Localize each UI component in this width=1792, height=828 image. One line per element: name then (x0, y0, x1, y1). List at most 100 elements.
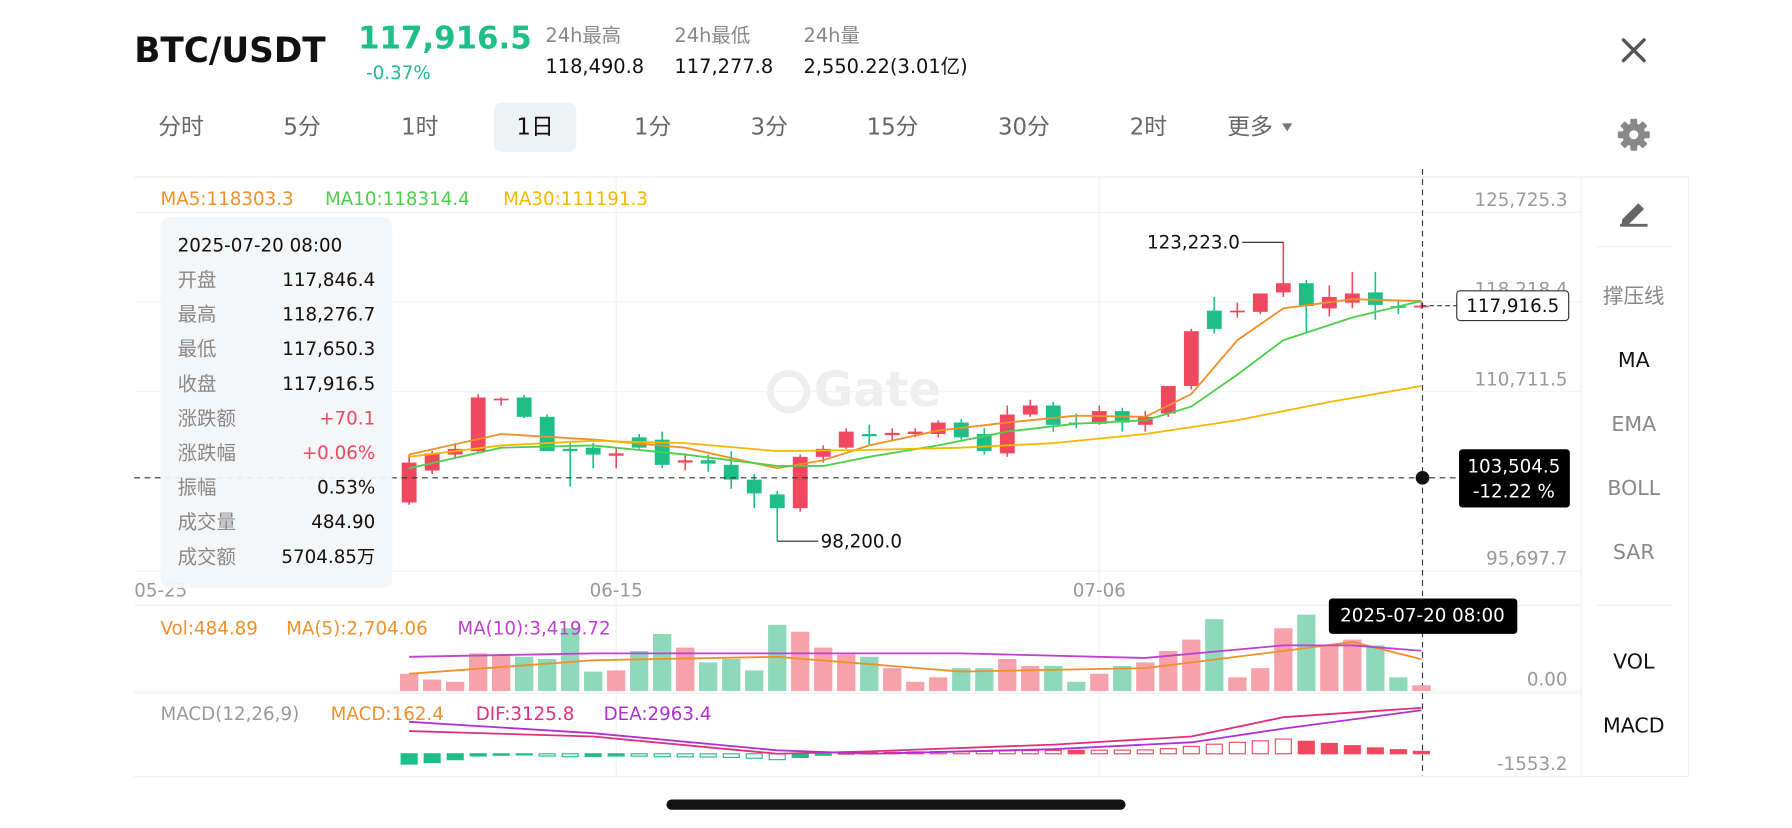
y-tick-label: 110,711.5 (1475, 369, 1568, 390)
legend-entry: MA30:111191.3 (503, 189, 648, 210)
macd-bar (699, 753, 717, 758)
stat-label: 24h最高 (545, 24, 621, 47)
macd-bar (1343, 745, 1361, 755)
volume-bar (1366, 645, 1385, 691)
indicator-toggle[interactable]: VOL (1613, 649, 1655, 673)
candle-body (792, 456, 808, 509)
candle-body (1022, 405, 1038, 415)
tab[interactable]: 1时 (401, 114, 438, 140)
tooltip-value: 0.53% (317, 478, 375, 499)
candle-body (401, 462, 417, 503)
volume-bar (653, 633, 672, 691)
candle-body (424, 453, 440, 471)
indicator-title: MACD(12,26,9) (161, 704, 300, 725)
candle-body (1298, 283, 1314, 307)
candle-body (1091, 411, 1107, 424)
volume-bar (446, 681, 465, 691)
tab[interactable]: 30分 (998, 114, 1050, 140)
indicator-toggle[interactable]: SAR (1613, 540, 1655, 564)
volume-bar (1067, 681, 1086, 691)
candle-body (746, 479, 762, 494)
crosshair-date-box (1328, 598, 1518, 634)
settings-button[interactable] (1617, 118, 1650, 151)
x-tick-label: 06-15 (590, 581, 643, 602)
tab[interactable]: 2时 (1130, 114, 1167, 140)
volume-bar (1343, 639, 1362, 691)
tab[interactable]: 1日 (516, 114, 553, 140)
macd-bar (1159, 748, 1177, 755)
volume-bar (929, 677, 948, 691)
volume-bar (538, 658, 557, 691)
macd-bar (1205, 743, 1223, 755)
indicator-toggle[interactable]: MACD (1603, 713, 1665, 737)
close-button[interactable] (1621, 38, 1646, 63)
last-price-label: 117,916.5 (1466, 296, 1559, 317)
tab[interactable]: 3分 (751, 114, 788, 140)
tooltip-value: 117,650.3 (282, 339, 375, 360)
ma-line (408, 298, 1422, 470)
macd-bar (1228, 741, 1246, 755)
watermark: Gate (814, 362, 941, 418)
indicator-toggle[interactable]: EMA (1611, 412, 1656, 436)
macd-bar (1067, 749, 1085, 755)
candle-body (470, 397, 486, 452)
y-tick-label: 125,725.3 (1475, 190, 1568, 211)
macd-bar (745, 753, 763, 759)
macd-bar (1113, 749, 1131, 755)
candle-body (1160, 386, 1176, 414)
macd-bar (1389, 749, 1407, 755)
candle-body (1183, 331, 1199, 387)
indicator-toggle[interactable]: BOLL (1607, 476, 1660, 500)
tooltip-label: 成交量 (178, 511, 236, 534)
volume-bar (607, 670, 626, 691)
tab[interactable]: 分时 (158, 114, 204, 140)
tooltip-value: +70.1 (319, 408, 375, 429)
macd-bar (676, 753, 694, 758)
macd-bar (1366, 747, 1384, 755)
tab[interactable]: 1分 (634, 114, 671, 140)
tab[interactable]: 5分 (283, 114, 320, 140)
ma-line (409, 385, 1422, 458)
candle-body (999, 414, 1015, 454)
ma-line (408, 300, 1422, 470)
macd-bar (515, 753, 533, 756)
price: 117,916.5 (358, 20, 532, 56)
tooltip-label: 振幅 (178, 476, 217, 499)
tooltip-bg (160, 216, 393, 589)
price-change: -0.37% (366, 63, 431, 84)
volume-bar (814, 647, 833, 691)
tooltip-value: 117,846.4 (282, 270, 375, 291)
volume-bar (768, 624, 787, 691)
annotation: 98,200.0 (821, 531, 902, 552)
y-tick-label: -1553.2 (1497, 754, 1568, 775)
candle-body (1367, 292, 1383, 305)
draw-tool-button[interactable] (1620, 203, 1648, 227)
volume-bar (1412, 685, 1431, 691)
candle-body (861, 434, 877, 437)
tab[interactable]: 15分 (867, 114, 919, 140)
volume-bar (699, 662, 718, 691)
crosshair-box (1459, 449, 1570, 508)
tooltip-label: 最高 (178, 303, 217, 326)
stat-value: 117,277.8 (674, 55, 773, 78)
indicator-toggle[interactable]: MA (1618, 348, 1650, 372)
macd-bar (1182, 745, 1200, 755)
macd-bar (400, 753, 418, 765)
volume-bar (1251, 668, 1270, 691)
indicator-toggle[interactable]: 撑压线 (1603, 284, 1665, 308)
candle-body (1275, 283, 1291, 293)
macd-bar (1297, 740, 1315, 755)
candle-body (1206, 310, 1222, 329)
macd-bar (561, 753, 579, 758)
macd-line (409, 709, 1422, 755)
tab[interactable]: 更多 (1227, 114, 1273, 140)
candle-body (884, 432, 900, 436)
volume-bar (1228, 677, 1247, 691)
volume-bar (1389, 677, 1408, 691)
candle-body (907, 431, 923, 435)
macd-bar (1021, 749, 1039, 755)
tooltip-value: 5704.85万 (281, 547, 375, 568)
macd-bar (423, 753, 441, 764)
legend-entry: DEA:2963.4 (604, 704, 712, 725)
